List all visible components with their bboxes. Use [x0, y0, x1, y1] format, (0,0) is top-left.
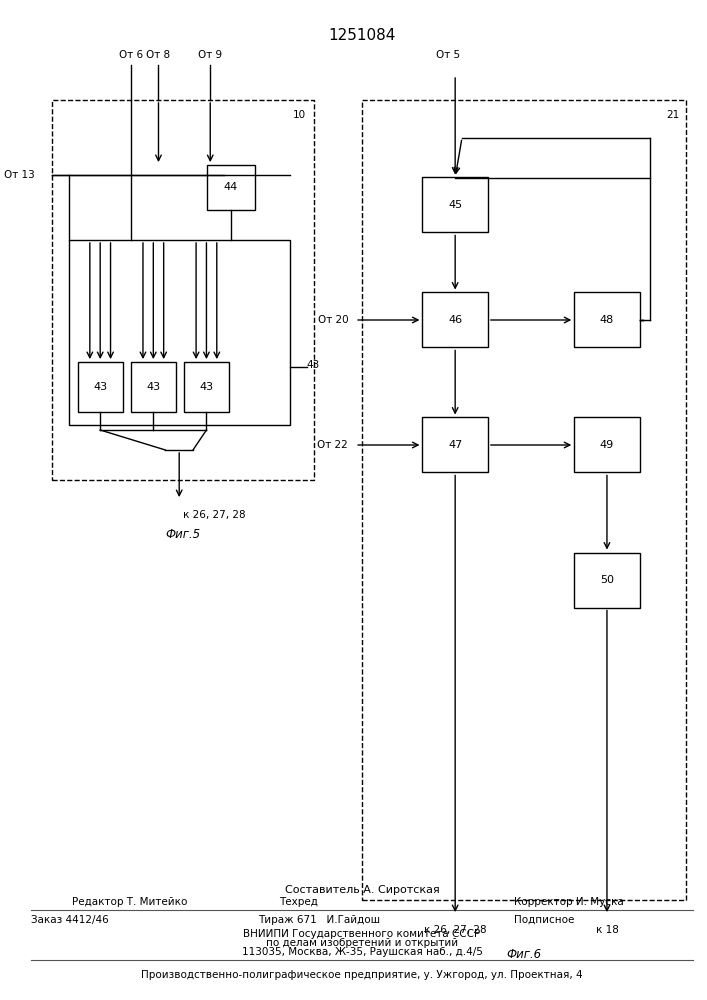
Text: Составитель А. Сиротская: Составитель А. Сиротская	[285, 885, 440, 895]
Text: От 13: От 13	[4, 170, 35, 180]
Text: к 18: к 18	[595, 925, 619, 935]
Text: 47: 47	[448, 440, 462, 450]
Bar	[69, 240, 290, 425]
Bar	[574, 552, 640, 608]
Text: Фиг.6: Фиг.6	[507, 948, 542, 962]
Text: От 6: От 6	[119, 50, 143, 60]
Text: ВНИИПИ Государственного комитета СССР: ВНИИПИ Государственного комитета СССР	[243, 929, 481, 939]
Text: От 20: От 20	[317, 315, 349, 325]
Bar	[574, 417, 640, 472]
Text: Тираж 671   И.Гайдош: Тираж 671 И.Гайдош	[259, 915, 380, 925]
Text: От 5: От 5	[436, 50, 460, 60]
Bar	[206, 165, 255, 210]
Text: От 9: От 9	[198, 50, 222, 60]
Text: Корректор И. Муска: Корректор И. Муска	[514, 897, 624, 907]
Bar	[422, 417, 488, 472]
Bar	[131, 362, 176, 412]
Text: Заказ 4412/46: Заказ 4412/46	[31, 915, 109, 925]
Text: 49: 49	[600, 440, 614, 450]
Text: 43: 43	[146, 382, 160, 392]
Text: к 26, 27, 28: к 26, 27, 28	[182, 510, 245, 520]
Text: 50: 50	[600, 575, 614, 585]
Text: к 26, 27, 28: к 26, 27, 28	[424, 925, 486, 935]
Text: Производственно-полиграфическое предприятие, у. Ужгород, ул. Проектная, 4: Производственно-полиграфическое предприя…	[141, 970, 583, 980]
Text: От 22: От 22	[317, 440, 349, 450]
Text: 43: 43	[93, 382, 107, 392]
Text: 44: 44	[224, 182, 238, 192]
Text: Подписное: Подписное	[514, 915, 574, 925]
Bar	[574, 292, 640, 347]
Text: 46: 46	[448, 315, 462, 325]
Text: От 8: От 8	[146, 50, 170, 60]
Text: 10: 10	[292, 110, 305, 120]
Bar	[184, 362, 229, 412]
Text: 43: 43	[307, 360, 320, 370]
Bar	[78, 362, 122, 412]
Text: 1251084: 1251084	[328, 27, 396, 42]
Text: 43: 43	[199, 382, 214, 392]
Bar	[422, 292, 488, 347]
Text: 113035, Москва, Ж-35, Раушская наб., д.4/5: 113035, Москва, Ж-35, Раушская наб., д.4…	[242, 947, 482, 957]
Text: 21: 21	[666, 110, 679, 120]
Text: по делам изобретений и открытий: по делам изобретений и открытий	[266, 938, 458, 948]
Bar	[362, 100, 686, 900]
Text: Техред: Техред	[279, 897, 318, 907]
Bar	[52, 100, 314, 480]
Text: 45: 45	[448, 200, 462, 210]
Text: Редактор Т. Митейко: Редактор Т. Митейко	[72, 897, 187, 907]
Text: Фиг.5: Фиг.5	[165, 528, 200, 542]
Bar	[422, 177, 488, 232]
Text: 48: 48	[600, 315, 614, 325]
